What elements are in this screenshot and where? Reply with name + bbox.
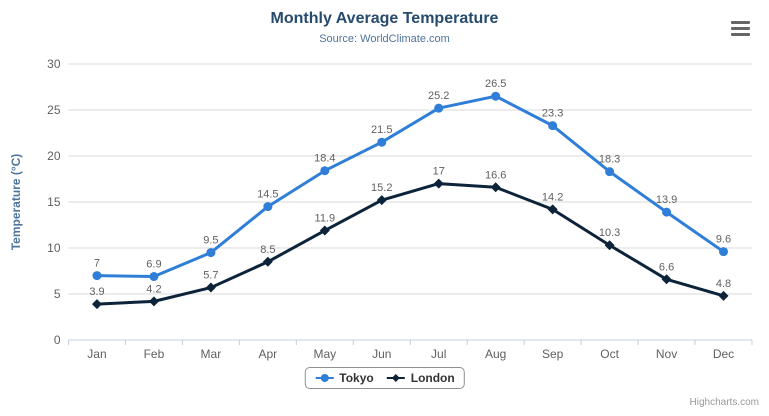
data-label: 17 [433,166,445,178]
highcharts-credits-link[interactable]: Highcharts.com [689,397,759,408]
data-label: 3.9 [89,286,104,298]
data-point-marker[interactable] [490,182,501,193]
data-point-marker[interactable] [206,248,216,258]
hamburger-bar [731,33,750,36]
data-point-marker[interactable] [376,195,387,206]
data-label: 14.5 [257,189,278,201]
data-label: 4.8 [716,278,731,290]
legend-item-london[interactable]: London [386,371,455,385]
x-axis-label: Jul [431,347,446,361]
y-axis-tick-label: 10 [47,241,61,255]
y-axis-tick-label: 25 [47,103,61,117]
data-label: 18.3 [599,154,620,166]
x-axis-label: Aug [485,347,506,361]
legend-label: London [410,371,455,385]
y-axis-title: Temperature (°C) [9,154,23,251]
legend-marker-circle-icon [315,374,334,382]
data-point-marker[interactable] [605,167,615,177]
series-line-london[interactable] [95,182,726,306]
hamburger-bar [731,21,750,24]
hamburger-bar [731,27,750,30]
data-label: 13.9 [656,194,677,206]
data-label: 16.6 [485,169,506,181]
data-label: 5.7 [203,270,218,282]
data-point-marker[interactable] [661,274,672,285]
data-point-marker[interactable] [148,296,159,307]
data-point-marker[interactable] [662,207,672,217]
legend-item-tokyo[interactable]: Tokyo [314,371,374,385]
x-axis-label: Mar [201,347,222,361]
data-point-marker[interactable] [491,91,501,101]
data-label: 18.4 [314,153,335,165]
data-point-marker[interactable] [319,225,330,236]
data-label: 25.2 [428,90,449,102]
y-axis-tick-label: 0 [54,333,61,347]
x-axis-label: Sep [542,347,564,361]
data-point-marker[interactable] [92,271,102,281]
x-axis-label: Oct [600,347,619,361]
data-point-marker[interactable] [719,247,729,257]
data-point-marker[interactable] [604,240,615,251]
data-point-marker[interactable] [263,202,273,212]
series-line-tokyo[interactable] [95,94,726,279]
y-axis-tick-label: 30 [47,57,61,71]
data-label: 9.5 [203,235,218,247]
x-axis-label: Apr [259,347,278,361]
data-label: 7 [94,258,100,270]
data-point-marker[interactable] [433,178,444,189]
legend-marker-diamond-icon [386,374,405,382]
y-axis-tick-label: 20 [47,149,61,163]
data-label: 21.5 [371,124,392,136]
data-label: 26.5 [485,78,506,90]
data-label: 6.6 [659,261,674,273]
y-axis-tick-label: 5 [54,287,61,301]
legend: Tokyo London [304,367,465,389]
data-point-marker[interactable] [434,103,444,113]
data-label: 14.2 [542,191,563,203]
x-axis-label: Dec [713,347,734,361]
x-axis-label: Feb [144,347,165,361]
data-point-marker[interactable] [205,282,216,293]
data-point-marker[interactable] [149,272,159,282]
data-point-marker[interactable] [377,137,387,147]
legend-label: Tokyo [339,371,374,385]
data-point-marker[interactable] [547,204,558,215]
data-point-marker[interactable] [548,121,558,131]
data-point-marker[interactable] [320,166,330,176]
data-label: 23.3 [542,108,563,120]
data-label: 4.2 [146,283,161,295]
data-label: 15.2 [371,182,392,194]
data-point-marker[interactable] [718,290,729,301]
x-axis-label: Jun [372,347,391,361]
data-point-marker[interactable] [91,299,102,310]
data-label: 6.9 [146,259,161,271]
data-label: 8.5 [260,244,275,256]
data-label: 11.9 [315,213,336,225]
x-axis-label: Nov [656,347,677,361]
x-axis-label: Jan [87,347,106,361]
data-label: 10.3 [599,227,620,239]
hamburger-menu-icon[interactable] [731,21,750,39]
chart-subtitle: Source: WorldClimate.com [319,33,450,45]
data-point-marker[interactable] [262,256,273,267]
x-axis-label: May [313,347,336,361]
chart-title: Monthly Average Temperature [270,10,499,27]
data-label: 9.6 [716,234,731,246]
y-axis-tick-label: 15 [47,195,61,209]
